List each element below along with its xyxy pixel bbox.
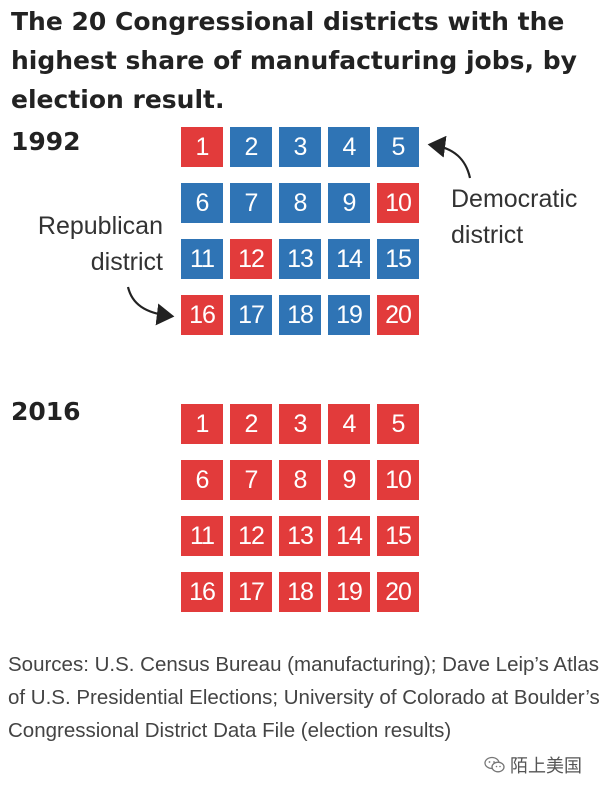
republican-label-line2: district: [90, 248, 163, 276]
district-cell-2016-19: 19: [328, 572, 370, 612]
district-cell-1992-6: 6: [181, 183, 223, 223]
district-cell-1992-17: 17: [230, 295, 272, 335]
year-label-2016: 2016: [11, 397, 81, 426]
district-cell-2016-17: 17: [230, 572, 272, 612]
district-cell-2016-10: 10: [377, 460, 419, 500]
district-cell-1992-13: 13: [279, 239, 321, 279]
district-cell-2016-6: 6: [181, 460, 223, 500]
wechat-icon: [484, 756, 505, 773]
district-cell-2016-1: 1: [181, 404, 223, 444]
district-grid-2016: 1 2 3 4 5 6 7 8 9 10 11 12 13 14 15 16 17 18 19 20: [181, 404, 421, 614]
watermark-text: 陌上美国: [510, 756, 582, 777]
district-cell-1992-18: 18: [279, 295, 321, 335]
district-cell-1992-14: 14: [328, 239, 370, 279]
district-cell-2016-20: 20: [377, 572, 419, 612]
year-label-1992: 1992: [11, 127, 81, 156]
democratic-label-line2: district: [451, 221, 524, 249]
district-cell-2016-9: 9: [328, 460, 370, 500]
district-cell-2016-12: 12: [230, 516, 272, 556]
watermark: 陌上美国: [484, 752, 582, 778]
district-cell-2016-14: 14: [328, 516, 370, 556]
republican-arrow: [126, 286, 175, 326]
district-cell-1992-12: 12: [230, 239, 272, 279]
district-cell-1992-11: 11: [181, 239, 223, 279]
district-cell-2016-4: 4: [328, 404, 370, 444]
district-cell-1992-9: 9: [328, 183, 370, 223]
republican-district-label: Republican district: [20, 208, 163, 280]
district-cell-1992-1: 1: [181, 127, 223, 167]
chart-title: The 20 Congressional districts with the …: [11, 7, 577, 114]
district-cell-1992-4: 4: [328, 127, 370, 167]
district-cell-2016-13: 13: [279, 516, 321, 556]
district-cell-1992-20: 20: [377, 295, 419, 335]
district-cell-1992-7: 7: [230, 183, 272, 223]
district-cell-1992-10: 10: [377, 183, 419, 223]
district-cell-1992-3: 3: [279, 127, 321, 167]
district-cell-2016-8: 8: [279, 460, 321, 500]
district-cell-1992-19: 19: [328, 295, 370, 335]
district-cell-2016-15: 15: [377, 516, 419, 556]
district-cell-2016-7: 7: [230, 460, 272, 500]
district-grid-1992: 1 2 3 4 5 6 7 8 9 10 11 12 13 14 15 16 17 18 19 20: [181, 127, 421, 337]
democratic-district-label: Democratic district: [451, 181, 577, 253]
democratic-arrow: [427, 135, 472, 179]
district-cell-1992-2: 2: [230, 127, 272, 167]
district-cell-1992-8: 8: [279, 183, 321, 223]
district-cell-2016-16: 16: [181, 572, 223, 612]
district-cell-2016-3: 3: [279, 404, 321, 444]
district-cell-2016-2: 2: [230, 404, 272, 444]
republican-label-line1: Republican: [37, 212, 163, 240]
district-cell-1992-5: 5: [377, 127, 419, 167]
district-cell-1992-15: 15: [377, 239, 419, 279]
annotation-arrows: [126, 135, 472, 326]
district-cell-2016-18: 18: [279, 572, 321, 612]
district-cell-2016-5: 5: [377, 404, 419, 444]
district-cell-2016-11: 11: [181, 516, 223, 556]
district-cell-1992-16: 16: [181, 295, 223, 335]
source-note: Sources: U.S. Census Bureau (manufacturi…: [8, 653, 600, 742]
democratic-label-line1: Democratic: [451, 185, 578, 213]
